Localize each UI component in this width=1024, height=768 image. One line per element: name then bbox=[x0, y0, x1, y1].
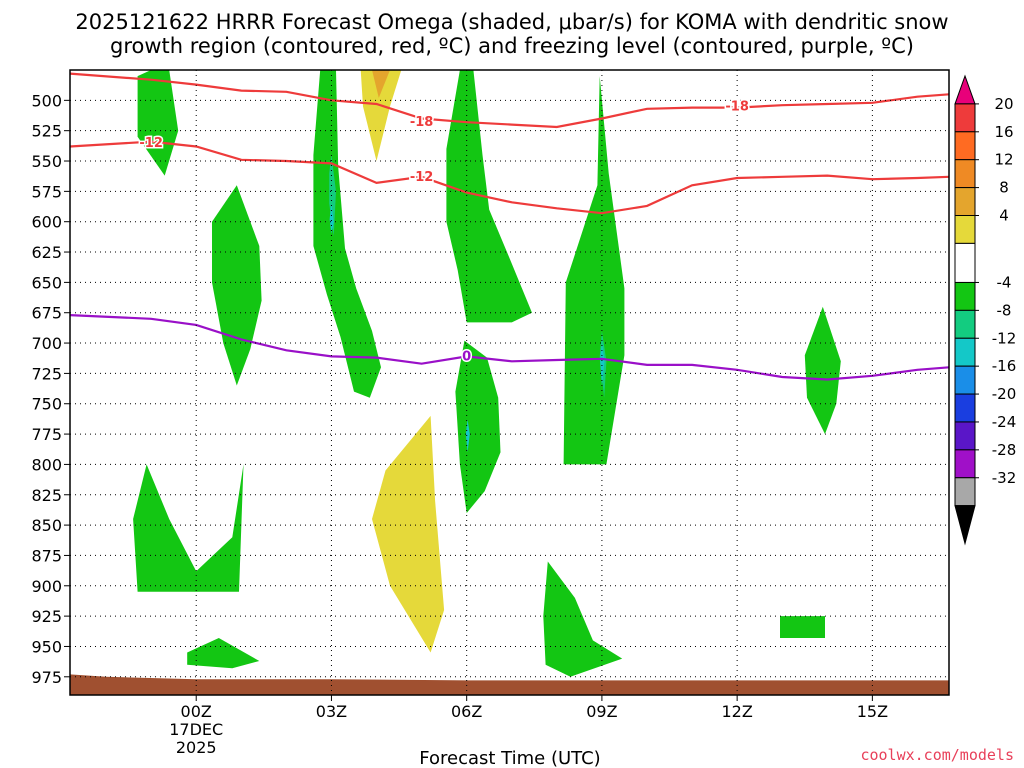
colorbar-label-12: -32 bbox=[992, 469, 1017, 487]
region-green-h bbox=[133, 464, 244, 592]
region-yellow-top bbox=[360, 70, 402, 161]
contour-labels: -18 -18 -12 -12 0 bbox=[138, 98, 751, 366]
colorbar-label-9: -20 bbox=[992, 385, 1017, 403]
y-tick-label-600: 600 bbox=[31, 213, 62, 232]
region-orange-top bbox=[372, 70, 390, 98]
y-tick-label-625: 625 bbox=[31, 243, 62, 262]
x-tick-label-15-0: 15Z bbox=[857, 702, 888, 721]
colorbar-label-6: -8 bbox=[997, 301, 1012, 319]
colorbar-bin-8 bbox=[954, 309, 976, 339]
y-tick-label-975: 975 bbox=[31, 668, 62, 687]
region-green-e bbox=[563, 76, 625, 465]
region-green-a bbox=[137, 70, 179, 176]
colorbar-label-7: -12 bbox=[992, 329, 1017, 347]
colorbar-extend-min bbox=[954, 505, 976, 546]
colorbar-label-3: 8 bbox=[999, 179, 1009, 197]
region-green-k bbox=[187, 638, 260, 669]
y-tick-label-725: 725 bbox=[31, 364, 62, 383]
y-tick-label-550: 550 bbox=[31, 152, 62, 171]
y-tick-label-925: 925 bbox=[31, 607, 62, 626]
y-tick-label-525: 525 bbox=[31, 122, 62, 141]
contour-label-dgz-18-0: -18 bbox=[410, 115, 434, 130]
temperature-contours bbox=[69, 72, 950, 381]
shaded-omega-regions bbox=[70, 70, 949, 695]
colorbar-label-0: 20 bbox=[994, 95, 1013, 113]
colorbar-bin-1 bbox=[954, 103, 976, 133]
contour-label-dgz-18-1: -18 bbox=[725, 99, 749, 114]
x-axis-label: Forecast Time (UTC) bbox=[419, 748, 600, 768]
region-green-d bbox=[446, 70, 532, 323]
x-tick-label-12-0: 12Z bbox=[721, 702, 752, 721]
plot-frame bbox=[69, 69, 950, 696]
y-tick-label-500: 500 bbox=[31, 91, 62, 110]
region-green-g bbox=[804, 306, 841, 435]
region-terrain bbox=[70, 674, 949, 695]
region-teal-c bbox=[329, 155, 336, 237]
colorbar-label-5: -4 bbox=[997, 273, 1012, 291]
y-tick-label-875: 875 bbox=[31, 546, 62, 565]
colorbar-bin-14 bbox=[954, 477, 976, 507]
x-tick-label-0-1: 17DEC bbox=[169, 720, 223, 739]
y-tick-label-700: 700 bbox=[31, 334, 62, 353]
y-tick-label-900: 900 bbox=[31, 577, 62, 596]
colorbar-bin-4 bbox=[954, 187, 976, 217]
colorbar-extend-max bbox=[954, 74, 976, 105]
colorbar-label-10: -24 bbox=[992, 413, 1017, 431]
colorbar-bin-9 bbox=[954, 337, 976, 367]
colorbar-bin-7 bbox=[954, 281, 976, 311]
colorbar-label-2: 12 bbox=[994, 151, 1013, 169]
colorbar-bin-3 bbox=[954, 159, 976, 189]
colorbar-bin-6 bbox=[954, 242, 976, 283]
y-tick-label-950: 950 bbox=[31, 637, 62, 656]
credit-text: coolwx.com/models bbox=[860, 746, 1014, 764]
colorbar: 20 16 12 8 4 -4 -8 -12 -16 -20 -24 -28 -32 bbox=[954, 74, 1017, 546]
region-cyan-c bbox=[329, 203, 334, 234]
region-cyan-f bbox=[465, 419, 470, 453]
region-green-f bbox=[455, 340, 501, 513]
colorbar-label-1: 16 bbox=[994, 123, 1013, 141]
colorbar-bin-2 bbox=[954, 131, 976, 161]
colorbar-bin-13 bbox=[954, 449, 976, 479]
region-yellow-mid bbox=[372, 415, 445, 653]
region-green-b bbox=[212, 185, 262, 386]
contour-line-dgz-18 bbox=[69, 72, 950, 129]
x-tick-label-0-0: 00Z bbox=[181, 702, 212, 721]
x-tick-label-3-0: 03Z bbox=[316, 702, 347, 721]
x-tick-label-0-2: 2025 bbox=[176, 738, 217, 757]
colorbar-bin-10 bbox=[954, 365, 976, 395]
x-tick-label-6-0: 06Z bbox=[451, 702, 482, 721]
contour-line-dgz-12 bbox=[69, 140, 950, 215]
colorbar-label-4: 4 bbox=[999, 207, 1009, 225]
colorbar-bin-11 bbox=[954, 393, 976, 423]
y-tick-label-850: 850 bbox=[31, 516, 62, 535]
x-tick-label-9-0: 09Z bbox=[586, 702, 617, 721]
chart-title-line-1: 2025121622 HRRR Forecast Omega (shaded, … bbox=[75, 10, 948, 34]
contour-label-freezing-0-0: 0 bbox=[462, 349, 471, 364]
chart-title-line-2: growth region (contoured, red, ºC) and f… bbox=[110, 34, 914, 58]
contour-label-dgz-12-1: -12 bbox=[410, 170, 434, 185]
y-tick-label-675: 675 bbox=[31, 304, 62, 323]
contour-label-dgz-12-0: -12 bbox=[139, 136, 163, 151]
y-tick-label-800: 800 bbox=[31, 455, 62, 474]
region-green-c bbox=[313, 70, 381, 398]
colorbar-bin-5 bbox=[954, 215, 976, 244]
region-cyan-e bbox=[600, 343, 605, 386]
y-axis-pressure: 500 525 550 575 600 625 650 675 700 725 750 775 800 8… bbox=[31, 91, 70, 687]
y-tick-label-750: 750 bbox=[31, 395, 62, 414]
y-tick-label-775: 775 bbox=[31, 425, 62, 444]
colorbar-label-8: -16 bbox=[992, 357, 1017, 375]
region-green-j bbox=[780, 616, 825, 638]
colorbar-bin-12 bbox=[954, 421, 976, 451]
y-tick-label-575: 575 bbox=[31, 182, 62, 201]
region-green-i bbox=[543, 561, 623, 677]
y-tick-label-825: 825 bbox=[31, 486, 62, 505]
y-tick-label-650: 650 bbox=[31, 273, 62, 292]
colorbar-label-11: -28 bbox=[992, 441, 1017, 459]
plot-grid bbox=[70, 70, 949, 695]
contour-line-freezing-0 bbox=[69, 314, 950, 381]
